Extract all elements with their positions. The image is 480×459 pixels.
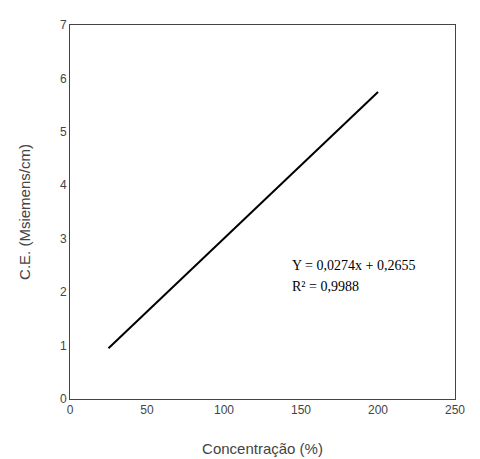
svg-text:2: 2 (60, 285, 67, 299)
svg-text:150: 150 (291, 403, 311, 417)
svg-text:Concentração (%): Concentração (%) (202, 440, 323, 457)
svg-text:1: 1 (60, 339, 67, 353)
svg-text:3: 3 (60, 232, 67, 246)
svg-text:Y = 0,0274x + 0,2655: Y = 0,0274x + 0,2655 (292, 258, 415, 273)
svg-text:0: 0 (67, 403, 74, 417)
svg-text:C.E. (Msiemens/cm): C.E. (Msiemens/cm) (16, 144, 33, 280)
svg-text:200: 200 (368, 403, 388, 417)
svg-text:100: 100 (214, 403, 234, 417)
svg-text:250: 250 (445, 403, 465, 417)
svg-text:5: 5 (60, 125, 67, 139)
svg-text:4: 4 (60, 178, 67, 192)
svg-text:R² = 0,9988: R² = 0,9988 (292, 279, 359, 294)
svg-text:7: 7 (60, 18, 67, 32)
svg-text:50: 50 (140, 403, 154, 417)
svg-text:0: 0 (60, 392, 67, 406)
svg-text:6: 6 (60, 72, 67, 86)
